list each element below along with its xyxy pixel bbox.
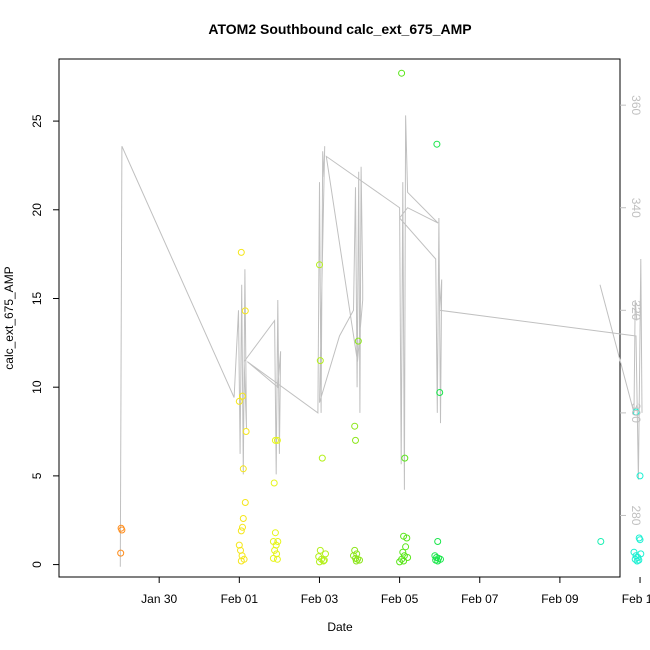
data-point bbox=[320, 557, 327, 565]
data-point bbox=[356, 556, 363, 564]
data-point bbox=[398, 69, 406, 77]
data-point bbox=[235, 397, 243, 405]
data-point bbox=[273, 555, 281, 563]
points-layer bbox=[117, 69, 645, 566]
data-point bbox=[316, 261, 323, 269]
data-point bbox=[351, 546, 359, 554]
data-point bbox=[239, 465, 247, 473]
y2-axis: 280 300 320 340 360 bbox=[620, 95, 643, 526]
x-axis-label: Date bbox=[327, 620, 353, 634]
data-point bbox=[316, 546, 324, 554]
data-point bbox=[316, 357, 324, 365]
data-point bbox=[636, 472, 644, 480]
data-point bbox=[320, 556, 328, 564]
data-point bbox=[237, 557, 245, 565]
data-point bbox=[273, 550, 281, 558]
y2-tick-label: 300 bbox=[629, 403, 643, 423]
data-point bbox=[396, 558, 404, 566]
data-point bbox=[399, 548, 407, 556]
y-tick-label: 20 bbox=[30, 203, 44, 217]
y-tick-label: 0 bbox=[30, 561, 44, 568]
data-point bbox=[239, 392, 246, 400]
data-point bbox=[403, 534, 411, 542]
data-point bbox=[235, 541, 243, 549]
data-point bbox=[400, 557, 408, 565]
data-point bbox=[237, 527, 245, 535]
data-point bbox=[597, 538, 605, 545]
data-point bbox=[631, 555, 639, 563]
x-tick-label: Feb 09 bbox=[541, 592, 579, 606]
y2-tick-label: 320 bbox=[629, 300, 643, 320]
x-tick-label: Feb 05 bbox=[381, 592, 419, 606]
data-point bbox=[271, 546, 279, 554]
series-line-1 bbox=[119, 115, 643, 567]
y2-tick-label: 280 bbox=[629, 505, 643, 525]
data-point bbox=[434, 557, 442, 565]
data-point bbox=[118, 526, 126, 534]
data-point bbox=[318, 454, 326, 462]
data-point bbox=[237, 248, 245, 256]
data-point bbox=[270, 479, 278, 487]
data-point bbox=[637, 550, 645, 558]
data-point bbox=[352, 557, 360, 565]
data-point bbox=[274, 538, 282, 545]
y2-tick-label: 340 bbox=[629, 198, 643, 218]
data-point bbox=[436, 389, 444, 396]
data-point bbox=[635, 556, 643, 564]
data-point bbox=[322, 550, 329, 558]
y-axis-label: calc_ext_675_AMP bbox=[2, 266, 16, 369]
y-tick-label: 5 bbox=[30, 472, 44, 479]
data-point bbox=[352, 436, 359, 444]
data-point bbox=[238, 552, 246, 560]
data-point bbox=[630, 548, 638, 556]
data-point bbox=[273, 436, 281, 444]
chart-title: ATOM2 Southbound calc_ext_675_AMP bbox=[208, 21, 471, 37]
data-point bbox=[354, 337, 362, 345]
x-axis: Jan 30 Feb 01 Feb 03 Feb 05 Feb 07 Feb 09 Feb … bbox=[141, 577, 650, 606]
data-point bbox=[636, 536, 644, 544]
y-axis: 0 5 10 15 20 25 bbox=[30, 114, 59, 568]
data-point bbox=[402, 543, 410, 551]
data-point bbox=[401, 454, 409, 462]
plot-frame bbox=[58, 58, 621, 578]
x-tick-label: Feb 07 bbox=[461, 592, 499, 606]
data-point bbox=[271, 529, 279, 537]
secondary-line-layer bbox=[119, 115, 643, 567]
series-line-2 bbox=[599, 284, 638, 414]
x-tick-label: Feb 03 bbox=[301, 592, 339, 606]
x-tick-label: Feb 11 bbox=[622, 592, 650, 606]
y-tick-label: 25 bbox=[30, 114, 44, 128]
data-point bbox=[351, 422, 359, 430]
data-point bbox=[271, 436, 279, 444]
x-tick-label: Jan 30 bbox=[141, 592, 177, 606]
y-tick-label: 10 bbox=[30, 380, 44, 394]
data-point bbox=[269, 554, 277, 562]
data-point bbox=[316, 558, 323, 566]
y-tick-label: 15 bbox=[30, 291, 44, 305]
x-tick-label: Feb 01 bbox=[221, 592, 259, 606]
data-point bbox=[632, 408, 640, 416]
data-point bbox=[242, 428, 250, 435]
y2-tick-label: 360 bbox=[629, 95, 643, 115]
data-point bbox=[239, 523, 246, 531]
data-point bbox=[434, 538, 442, 545]
data-point bbox=[117, 549, 125, 557]
data-point bbox=[241, 499, 249, 506]
data-point bbox=[433, 140, 441, 148]
data-point bbox=[241, 307, 249, 315]
data-point bbox=[239, 515, 247, 522]
